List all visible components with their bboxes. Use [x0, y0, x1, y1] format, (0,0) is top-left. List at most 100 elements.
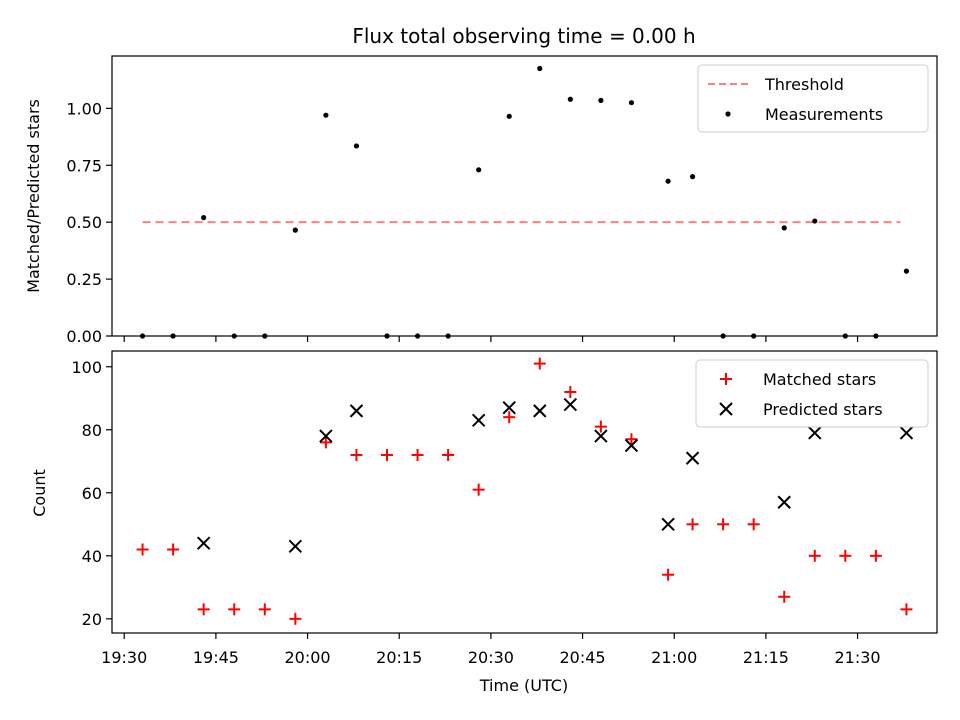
bottom-y-tick-label: 80 [82, 421, 102, 440]
predicted-stars-point [685, 451, 700, 465]
x-tick-label: 20:00 [285, 648, 331, 667]
measurements-point [384, 333, 390, 339]
measurements-point [781, 225, 787, 231]
measurements-point [445, 333, 451, 339]
measurements-point [567, 96, 573, 102]
measurements-point [665, 178, 671, 184]
matched-stars-point [564, 385, 577, 398]
matched-stars-legend-label: Matched stars [763, 370, 876, 389]
predicted-stars-point [533, 404, 547, 418]
x-tick-label: 19:30 [101, 648, 147, 667]
measurements-point [323, 112, 329, 118]
measurements-point [598, 97, 604, 103]
bottom-y-tick-label: 40 [82, 547, 102, 566]
bottom-legend-box [695, 359, 929, 428]
measurements-point [506, 113, 512, 119]
measurements-point [812, 218, 818, 224]
predicted-stars-point [319, 429, 333, 443]
matched-stars-point [197, 603, 210, 616]
bottom-y-tick-label: 100 [71, 358, 102, 377]
matched-stars-point [228, 603, 241, 616]
matched-stars-point [381, 448, 393, 461]
predicted-stars-point [624, 438, 639, 453]
measurements-point [628, 100, 635, 106]
matched-stars-point [594, 420, 607, 433]
matched-stars-point [686, 518, 699, 531]
x-tick-label: 21:15 [743, 648, 789, 667]
measurements-legend-label: Measurements [765, 105, 883, 124]
predicted-stars-point [288, 539, 303, 554]
top-y-tick-label: 0.50 [66, 213, 102, 232]
matched-stars-legend-swatch [720, 373, 732, 385]
measurements-point [476, 167, 482, 173]
predicted-stars-point [563, 397, 578, 412]
top-y-axis-label: Matched/Predicted stars [24, 99, 43, 293]
measurements-point [201, 215, 207, 221]
matched-stars-point [442, 448, 455, 461]
matched-stars-point [839, 549, 852, 562]
measurements-point [231, 333, 237, 339]
measurements-point [353, 143, 360, 149]
bottom-y-tick-label: 20 [82, 610, 102, 629]
chart-title: Flux total observing time = 0.00 h [352, 24, 695, 48]
top-plot-panel: 0.00 0.25 0.50 0.75 1.00 Matched/Predicted s… [24, 55, 938, 346]
matched-stars-point [503, 411, 516, 424]
matched-stars-point [869, 549, 882, 562]
matched-stars-point [319, 436, 332, 449]
measurements-point [262, 333, 268, 339]
bottom-y-tick-label: 60 [82, 484, 102, 503]
predicted-stars-point [777, 495, 791, 509]
measurements-point [170, 333, 176, 339]
predicted-stars-point [471, 413, 486, 428]
matched-stars-point [258, 603, 271, 616]
bottom-plot-panel: 20 40 60 80 100 19:30 19:45 20:00 20:15 20:30 20:… [30, 350, 938, 695]
measurements-point [292, 227, 298, 233]
top-y-tick-label: 1.00 [66, 99, 102, 118]
x-tick-label: 21:00 [651, 648, 697, 667]
matched-stars-point [717, 518, 730, 531]
top-plot-frame [111, 55, 938, 337]
threshold-legend-label: Threshold [764, 75, 844, 94]
measurements-point [414, 333, 421, 339]
predicted-stars-point [899, 426, 914, 440]
predicted-stars-legend-label: Predicted stars [763, 400, 883, 419]
x-tick-label: 21:30 [835, 648, 881, 667]
predicted-stars-point [502, 401, 516, 415]
x-tick-label: 20:15 [376, 648, 422, 667]
matched-stars-point [167, 543, 180, 556]
predicted-stars-point [196, 536, 211, 550]
matched-stars-point [662, 568, 675, 581]
top-legend: Threshold Measurements [697, 64, 929, 133]
matched-stars-point [350, 448, 363, 461]
matched-stars-point [472, 483, 485, 496]
matched-stars-point [625, 433, 638, 446]
top-y-tick-label: 0.00 [66, 327, 102, 346]
bottom-legend: Matched stars Predicted stars [695, 359, 929, 428]
matched-stars-point [411, 448, 424, 461]
predicted-stars-point [594, 429, 608, 443]
measurements-point [903, 268, 910, 274]
x-tick-label: 20:30 [468, 648, 514, 667]
matched-stars-point [900, 603, 913, 616]
predicted-stars-point [349, 404, 364, 418]
top-legend-box [697, 64, 929, 133]
matched-stars-point [533, 357, 546, 370]
predicted-stars-point [808, 426, 822, 440]
measurements-point [689, 174, 696, 180]
predicted-stars-legend-swatch [719, 402, 733, 416]
matched-stars-point [747, 518, 760, 531]
bottom-plot-frame [111, 350, 938, 634]
matched-stars-point [778, 590, 791, 603]
matched-stars-point [136, 543, 149, 556]
measurements-point [842, 333, 848, 339]
measurements-point [537, 65, 543, 72]
measurements-point [720, 333, 726, 339]
predicted-stars-point [661, 517, 675, 532]
top-y-tick-label: 0.25 [66, 270, 102, 289]
matched-stars-point [808, 549, 821, 562]
matched-stars-point [289, 612, 302, 625]
x-axis-label: Time (UTC) [479, 676, 568, 695]
measurements-point [873, 333, 879, 339]
x-tick-label: 19:45 [193, 648, 239, 667]
